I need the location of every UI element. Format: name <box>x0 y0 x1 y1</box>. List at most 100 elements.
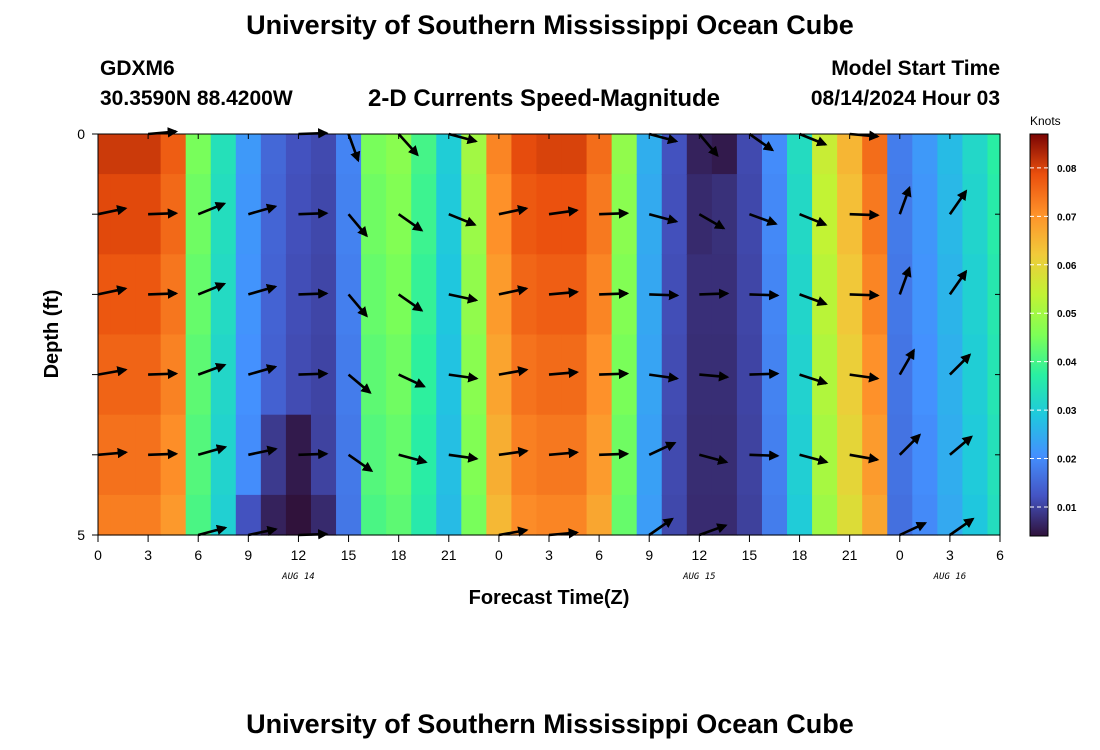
axes: 0 3 6 9 12 15 18 21 0 3 6 9 12 15 18 21 0 3 6 AUG 14 AUG 15 A… <box>77 126 1004 582</box>
heatmap-cell <box>787 134 813 175</box>
current-vector-arrow <box>298 208 329 219</box>
heatmap-cell <box>185 134 212 175</box>
current-vector-arrow <box>498 205 529 216</box>
current-vector-arrow <box>397 133 419 157</box>
heatmap-cell <box>411 174 437 255</box>
current-vector-arrow <box>898 185 912 215</box>
current-vector-arrow <box>548 447 579 459</box>
colorbar-tick-label: 0.04 <box>1057 358 1077 369</box>
colorbar-tick-label: 0.05 <box>1057 309 1077 320</box>
colorbar-tick-label: 0.07 <box>1057 212 1077 223</box>
heatmap-cell <box>336 134 362 175</box>
current-vector-arrow <box>448 452 479 463</box>
heatmap-cell <box>135 494 162 536</box>
current-vector-arrow <box>247 203 278 216</box>
heatmap-cell <box>912 174 938 255</box>
current-vector-arrow <box>849 372 880 383</box>
heatmap-cell <box>736 494 763 536</box>
heatmap-cell <box>461 174 487 255</box>
current-vector-arrow <box>347 213 368 238</box>
heatmap-cell <box>461 254 487 336</box>
current-vector-arrow <box>298 368 329 380</box>
heatmap-cell <box>511 134 538 175</box>
heatmap-cell <box>862 334 888 416</box>
heatmap-cell <box>912 134 938 175</box>
current-vector-arrow <box>498 366 529 377</box>
heatmap-cell <box>962 174 989 255</box>
current-vector-arrow <box>648 212 679 225</box>
date-label: AUG 15 <box>682 572 716 582</box>
current-vector-arrow <box>698 213 726 230</box>
heatmap-cell <box>210 414 237 496</box>
current-vector-arrow <box>749 450 780 461</box>
current-vector-arrow <box>347 133 361 163</box>
heatmap-cell <box>210 174 237 255</box>
x-tick-label: 15 <box>742 547 758 563</box>
heatmap-cell <box>260 414 287 496</box>
heatmap-cell <box>987 174 1001 255</box>
heatmap-cell <box>310 494 337 536</box>
current-vector-arrow <box>799 373 829 386</box>
heatmap-cell <box>837 134 863 175</box>
heatmap-cell <box>98 254 112 336</box>
heatmap-cell <box>160 134 187 175</box>
x-tick-label: 21 <box>842 547 858 563</box>
heatmap-cell <box>661 334 688 416</box>
current-vector-arrow <box>448 293 479 304</box>
x-tick-label: 6 <box>194 547 202 563</box>
current-vector-arrow <box>148 288 179 299</box>
heatmap-cell <box>361 174 387 255</box>
heatmap-cell <box>987 334 1001 416</box>
current-vector-arrow <box>949 435 973 456</box>
heatmap-cell <box>611 134 638 175</box>
current-vector-arrow <box>448 132 478 145</box>
heatmap-cell <box>336 494 362 536</box>
current-vector-arrow <box>749 368 780 380</box>
current-vector-arrow <box>748 212 778 226</box>
x-tick-label: 3 <box>946 547 954 563</box>
current-vector-arrow <box>599 448 630 460</box>
heatmap-cell <box>561 134 588 175</box>
current-vector-arrow <box>749 289 780 301</box>
heatmap-cell <box>486 494 513 536</box>
heatmap-cell <box>761 494 788 536</box>
current-vector-arrow <box>148 448 179 460</box>
current-vector-arrow <box>97 447 128 459</box>
current-vector-arrow <box>448 212 477 227</box>
x-tick-label: 0 <box>495 547 503 563</box>
current-vector-arrow <box>197 524 228 537</box>
current-vector-arrow <box>248 525 278 537</box>
station-coordinates: 30.3590N 88.4200W <box>100 87 293 110</box>
current-vector-arrow <box>898 348 915 376</box>
current-vector-arrow <box>398 453 428 465</box>
heatmap-cell <box>110 134 137 175</box>
heatmap-cell <box>411 254 437 336</box>
x-tick-label: 6 <box>996 547 1004 563</box>
y-tick-label: 0 <box>77 126 85 142</box>
current-vector-arrow <box>298 448 329 460</box>
x-tick-label: 21 <box>441 547 457 563</box>
x-tick-label: 12 <box>692 547 708 563</box>
heatmap-cell <box>912 254 938 336</box>
current-vector-arrow <box>949 517 975 537</box>
current-vector-arrow <box>849 209 880 221</box>
current-vector-arrow <box>298 288 329 299</box>
heatmap-cell <box>937 134 964 175</box>
heatmap-cell <box>686 134 713 175</box>
current-vector-arrow <box>599 208 630 219</box>
heatmap-cell <box>862 494 888 536</box>
heatmap-cell <box>361 334 387 416</box>
heatmap-cell <box>937 254 964 336</box>
current-vector-arrow <box>498 285 529 296</box>
x-tick-label: 15 <box>341 547 357 563</box>
current-vector-arrow <box>948 189 968 215</box>
heatmap-cell <box>661 494 688 536</box>
current-vector-arrow <box>948 269 968 296</box>
heatmap-cell <box>887 134 913 175</box>
y-tick-label: 5 <box>77 527 85 543</box>
heatmap-cell <box>285 134 312 175</box>
current-vector-arrow <box>698 453 729 465</box>
heatmap-cell <box>987 254 1001 336</box>
heatmap-cells <box>98 134 1001 536</box>
current-vector-arrow <box>948 353 972 376</box>
